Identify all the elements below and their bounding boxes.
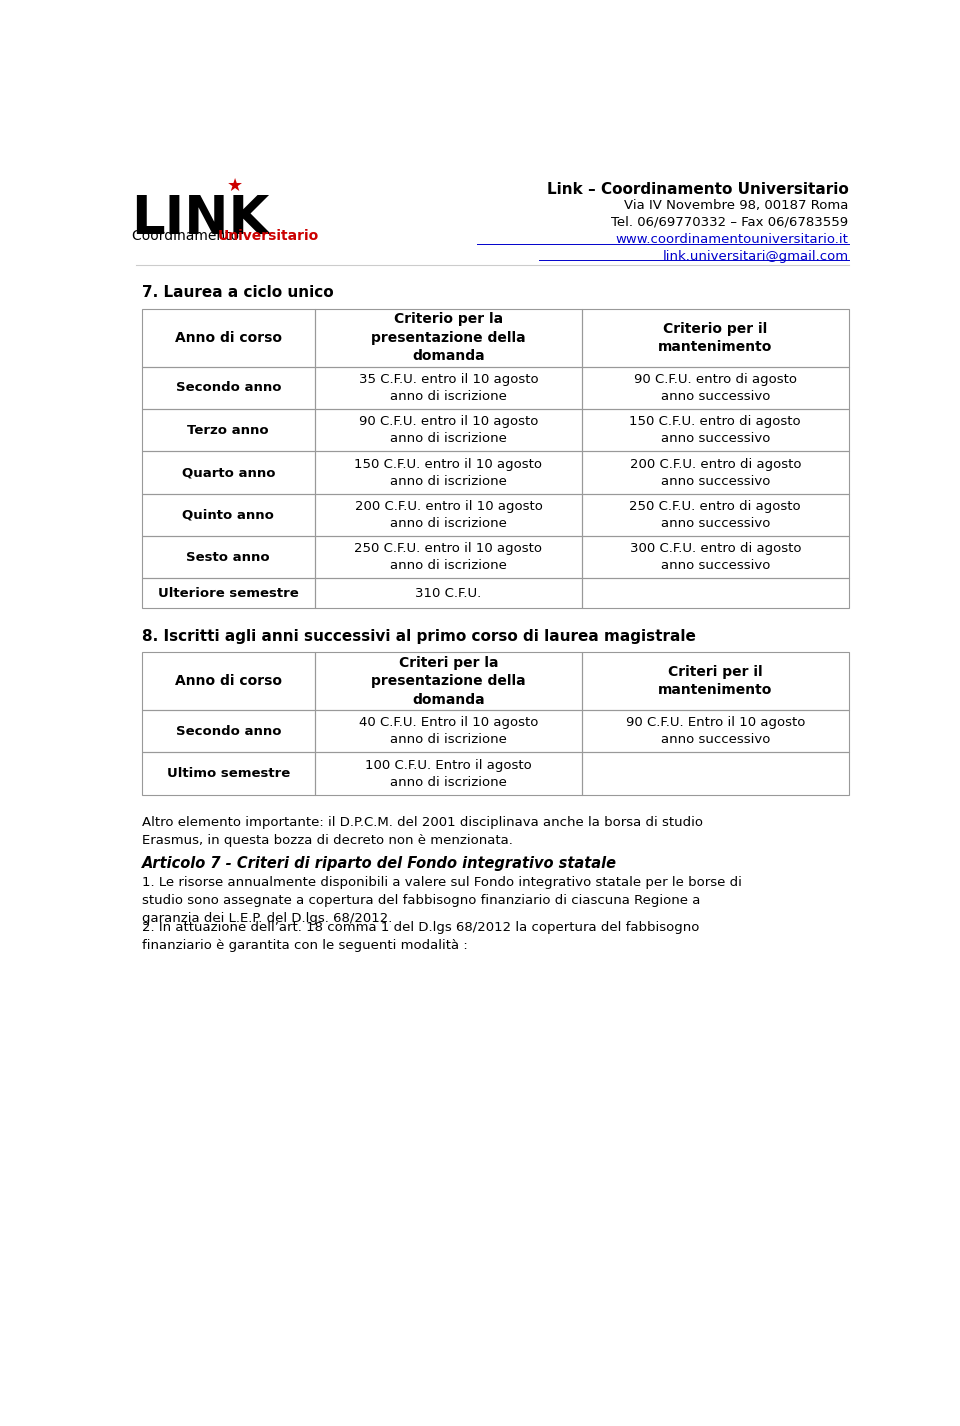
Text: Via IV Novembre 98, 00187 Roma: Via IV Novembre 98, 00187 Roma bbox=[624, 198, 849, 212]
Text: 150 C.F.U. entro il 10 agosto
anno di iscrizione: 150 C.F.U. entro il 10 agosto anno di is… bbox=[354, 458, 542, 488]
Bar bbox=[315, 493, 582, 536]
Text: Altro elemento importante: il D.P.C.M. del 2001 disciplinava anche la borsa di s: Altro elemento importante: il D.P.C.M. d… bbox=[142, 816, 703, 847]
Bar bbox=[582, 536, 849, 579]
Text: 40 C.F.U. Entro il 10 agosto
anno di iscrizione: 40 C.F.U. Entro il 10 agosto anno di isc… bbox=[359, 716, 539, 746]
Text: 8. Iscritti agli anni successivi al primo corso di laurea magistrale: 8. Iscritti agli anni successivi al prim… bbox=[142, 629, 696, 645]
Text: 310 C.F.U.: 310 C.F.U. bbox=[416, 586, 482, 599]
Text: Articolo 7 - Criteri di riparto del Fondo integrativo statale: Articolo 7 - Criteri di riparto del Fond… bbox=[142, 857, 616, 871]
Bar bbox=[582, 652, 849, 710]
Text: 90 C.F.U. entro il 10 agosto
anno di iscrizione: 90 C.F.U. entro il 10 agosto anno di isc… bbox=[359, 415, 539, 445]
Bar bbox=[315, 409, 582, 452]
Text: 7. Laurea a ciclo unico: 7. Laurea a ciclo unico bbox=[142, 285, 333, 299]
Bar bbox=[142, 309, 315, 366]
Bar bbox=[142, 652, 315, 710]
Text: Coordinamento: Coordinamento bbox=[132, 228, 243, 242]
Bar bbox=[142, 536, 315, 579]
Text: 250 C.F.U. entro il 10 agosto
anno di iscrizione: 250 C.F.U. entro il 10 agosto anno di is… bbox=[354, 542, 542, 572]
Text: 200 C.F.U. entro il 10 agosto
anno di iscrizione: 200 C.F.U. entro il 10 agosto anno di is… bbox=[354, 501, 542, 530]
Bar bbox=[315, 309, 582, 366]
Bar bbox=[315, 536, 582, 579]
Bar bbox=[582, 579, 849, 607]
Text: Sesto anno: Sesto anno bbox=[186, 550, 270, 563]
Text: 200 C.F.U. entro di agosto
anno successivo: 200 C.F.U. entro di agosto anno successi… bbox=[630, 458, 801, 488]
Text: Quinto anno: Quinto anno bbox=[182, 509, 275, 522]
Text: ★: ★ bbox=[227, 177, 243, 195]
Text: link.universitari@gmail.com: link.universitari@gmail.com bbox=[662, 250, 849, 262]
Text: Quarto anno: Quarto anno bbox=[181, 466, 275, 479]
Text: Tel. 06/69770332 – Fax 06/6783559: Tel. 06/69770332 – Fax 06/6783559 bbox=[612, 215, 849, 228]
Text: Criterio per la
presentazione della
domanda: Criterio per la presentazione della doma… bbox=[372, 312, 526, 364]
Text: Anno di corso: Anno di corso bbox=[175, 331, 282, 345]
Text: Criterio per il
mantenimento: Criterio per il mantenimento bbox=[659, 322, 773, 354]
Bar bbox=[582, 710, 849, 753]
Text: Secondo anno: Secondo anno bbox=[176, 381, 281, 395]
Text: Link – Coordinamento Universitario: Link – Coordinamento Universitario bbox=[547, 183, 849, 197]
Text: Criteri per il
mantenimento: Criteri per il mantenimento bbox=[659, 665, 773, 697]
Bar bbox=[315, 652, 582, 710]
Text: Ulteriore semestre: Ulteriore semestre bbox=[157, 586, 299, 599]
Text: Universitario: Universitario bbox=[218, 228, 319, 242]
Bar bbox=[582, 452, 849, 493]
Bar bbox=[582, 493, 849, 536]
Text: Ultimo semestre: Ultimo semestre bbox=[167, 767, 290, 780]
Text: 35 C.F.U. entro il 10 agosto
anno di iscrizione: 35 C.F.U. entro il 10 agosto anno di isc… bbox=[359, 372, 539, 404]
Bar bbox=[315, 579, 582, 607]
Text: 90 C.F.U. Entro il 10 agosto
anno successivo: 90 C.F.U. Entro il 10 agosto anno succes… bbox=[626, 716, 804, 746]
Text: www.coordinamentouniversitario.it: www.coordinamentouniversitario.it bbox=[615, 232, 849, 245]
Text: Criteri per la
presentazione della
domanda: Criteri per la presentazione della doman… bbox=[372, 656, 526, 707]
Text: 2. In attuazione dell’art. 18 comma 1 del D.lgs 68/2012 la copertura del fabbiso: 2. In attuazione dell’art. 18 comma 1 de… bbox=[142, 921, 699, 953]
Text: Secondo anno: Secondo anno bbox=[176, 724, 281, 737]
Bar bbox=[582, 753, 849, 794]
Bar bbox=[582, 409, 849, 452]
Text: 1. Le risorse annualmente disponibili a valere sul Fondo integrativo statale per: 1. Le risorse annualmente disponibili a … bbox=[142, 877, 741, 925]
Bar bbox=[582, 366, 849, 409]
Bar bbox=[142, 409, 315, 452]
Text: 300 C.F.U. entro di agosto
anno successivo: 300 C.F.U. entro di agosto anno successi… bbox=[630, 542, 801, 572]
Text: 100 C.F.U. Entro il agosto
anno di iscrizione: 100 C.F.U. Entro il agosto anno di iscri… bbox=[365, 759, 532, 789]
Bar bbox=[142, 579, 315, 607]
Text: 150 C.F.U. entro di agosto
anno successivo: 150 C.F.U. entro di agosto anno successi… bbox=[630, 415, 801, 445]
Bar bbox=[142, 753, 315, 794]
Text: LINK: LINK bbox=[132, 193, 270, 245]
Text: 250 C.F.U. entro di agosto
anno successivo: 250 C.F.U. entro di agosto anno successi… bbox=[630, 501, 801, 530]
Bar bbox=[582, 309, 849, 366]
Bar bbox=[142, 710, 315, 753]
Bar bbox=[315, 452, 582, 493]
Bar bbox=[315, 366, 582, 409]
Bar bbox=[142, 452, 315, 493]
Bar bbox=[142, 366, 315, 409]
Bar bbox=[315, 710, 582, 753]
Text: Terzo anno: Terzo anno bbox=[187, 424, 269, 436]
Text: Anno di corso: Anno di corso bbox=[175, 674, 282, 689]
Text: 90 C.F.U. entro di agosto
anno successivo: 90 C.F.U. entro di agosto anno successiv… bbox=[634, 372, 797, 404]
Bar bbox=[142, 493, 315, 536]
Bar bbox=[315, 753, 582, 794]
